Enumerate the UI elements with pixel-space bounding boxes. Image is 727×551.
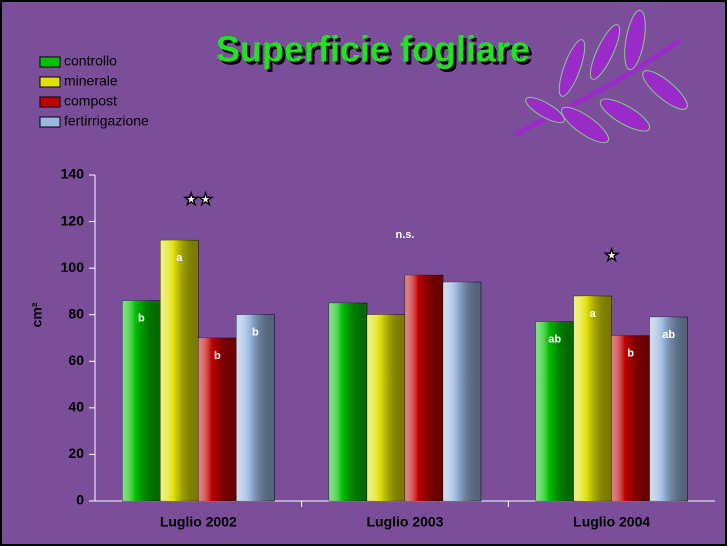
bar [612,336,650,501]
legend-label: compost [64,93,117,109]
y-tick-label: 60 [68,352,84,368]
bar [122,301,160,501]
bar [443,282,481,501]
legend-label: controllo [64,53,117,69]
y-axis-label: cm² [29,302,45,327]
y-tick-label: 140 [61,166,85,182]
significance-mark: ★★ [184,191,213,208]
chart-title: Superficie fogliare [216,29,530,70]
bar [198,338,236,501]
y-tick-label: 100 [61,259,85,275]
bar [160,240,198,501]
y-tick-label: 120 [61,212,85,228]
y-tick-label: 40 [68,399,84,415]
bar [536,322,574,501]
y-tick-label: 20 [68,445,84,461]
significance-mark: ★ [604,247,619,264]
bar [329,303,367,501]
x-tick-label: Luglio 2003 [366,514,443,530]
bar [650,317,688,501]
legend-swatch [40,57,60,67]
slide: Superficie fogliare Superficie fogliare … [0,0,727,546]
significance-letter: ab [662,329,675,341]
significance-letter: a [590,308,597,320]
y-tick-label: 0 [76,492,84,508]
legend-swatch [40,117,60,127]
y-tick-label: 80 [68,305,84,321]
x-tick-label: Luglio 2002 [160,514,237,530]
legend-label: minerale [64,73,118,89]
significance-letter: b [214,350,221,362]
bar [405,275,443,501]
x-tick-label: Luglio 2004 [573,514,650,530]
significance-mark: n.s. [396,229,415,241]
bar [367,315,405,501]
significance-letter: b [138,313,145,325]
bar [236,315,274,501]
legend-swatch [40,97,60,107]
significance-letter: a [176,252,183,264]
significance-letter: b [252,327,259,339]
legend-label: fertirrigazione [64,113,149,129]
significance-letter: ab [548,334,561,346]
significance-letter: b [627,348,634,360]
legend-swatch [40,77,60,87]
bar [574,296,612,501]
